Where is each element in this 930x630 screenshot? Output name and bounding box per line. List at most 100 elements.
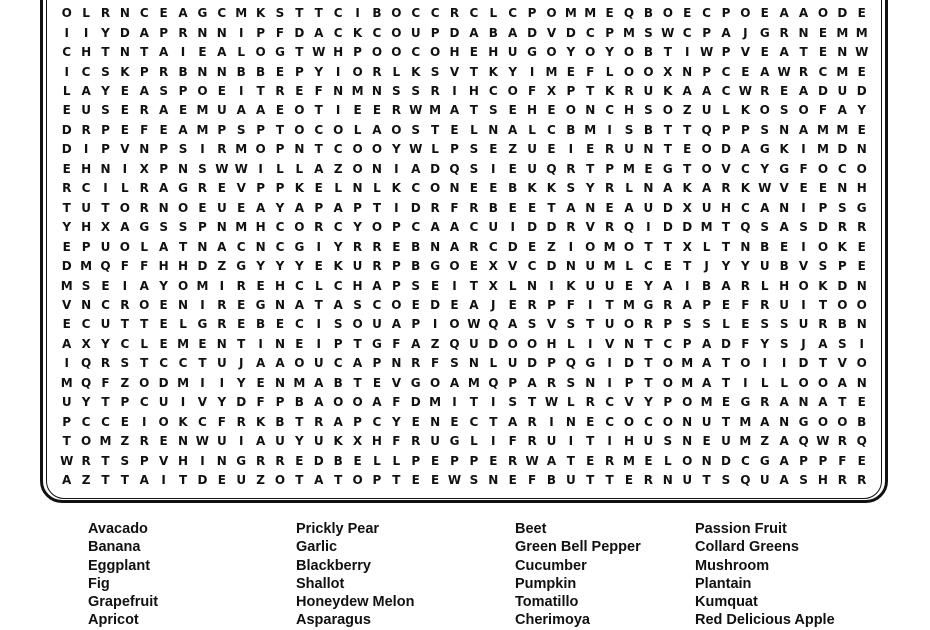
- grid-letter[interactable]: D: [430, 298, 441, 313]
- grid-letter[interactable]: D: [837, 142, 848, 157]
- grid-letter[interactable]: D: [662, 220, 673, 235]
- grid-letter[interactable]: B: [333, 453, 343, 468]
- grid-letter[interactable]: E: [62, 239, 71, 254]
- grid-letter[interactable]: C: [333, 220, 343, 235]
- grid-letter[interactable]: E: [353, 453, 362, 468]
- grid-letter[interactable]: G: [585, 356, 596, 371]
- grid-letter[interactable]: T: [101, 473, 110, 488]
- grid-letter[interactable]: E: [489, 181, 498, 196]
- grid-letter[interactable]: K: [546, 181, 557, 196]
- grid-letter[interactable]: I: [219, 278, 225, 293]
- grid-letter[interactable]: P: [256, 122, 265, 137]
- grid-letter[interactable]: M: [584, 122, 597, 137]
- grid-letter[interactable]: M: [60, 278, 73, 293]
- grid-letter[interactable]: V: [391, 375, 401, 390]
- grid-letter[interactable]: L: [760, 375, 769, 390]
- grid-letter[interactable]: L: [528, 122, 536, 137]
- grid-letter[interactable]: T: [314, 298, 323, 313]
- grid-letter[interactable]: H: [352, 278, 363, 293]
- grid-letter[interactable]: I: [335, 103, 341, 118]
- grid-letter[interactable]: N: [585, 103, 596, 118]
- grid-letter[interactable]: T: [721, 239, 731, 254]
- grid-letter[interactable]: V: [120, 142, 130, 157]
- grid-letter[interactable]: L: [140, 239, 149, 254]
- grid-letter[interactable]: U: [81, 200, 91, 215]
- grid-letter[interactable]: N: [119, 45, 130, 60]
- grid-letter[interactable]: I: [452, 395, 457, 410]
- grid-letter[interactable]: T: [469, 64, 478, 79]
- grid-letter[interactable]: D: [798, 356, 809, 371]
- grid-letter[interactable]: Z: [333, 161, 343, 176]
- grid-letter[interactable]: K: [178, 414, 188, 429]
- grid-letter[interactable]: T: [392, 473, 401, 488]
- grid-letter[interactable]: F: [256, 395, 265, 410]
- grid-letter[interactable]: A: [333, 298, 343, 313]
- grid-letter[interactable]: K: [352, 25, 363, 40]
- grid-letter[interactable]: P: [566, 84, 576, 99]
- grid-letter[interactable]: I: [238, 434, 244, 449]
- grid-letter[interactable]: C: [721, 64, 731, 79]
- grid-letter[interactable]: W: [467, 317, 481, 332]
- grid-letter[interactable]: I: [238, 25, 244, 40]
- grid-letter[interactable]: U: [313, 434, 324, 449]
- grid-letter[interactable]: E: [275, 64, 285, 79]
- grid-letter[interactable]: R: [740, 278, 750, 293]
- grid-letter[interactable]: I: [743, 375, 748, 390]
- grid-letter[interactable]: E: [857, 239, 866, 254]
- grid-letter[interactable]: U: [798, 317, 809, 332]
- grid-letter[interactable]: E: [702, 434, 711, 449]
- grid-letter[interactable]: A: [159, 103, 169, 118]
- grid-letter[interactable]: M: [816, 122, 829, 137]
- grid-letter[interactable]: O: [294, 356, 305, 371]
- grid-letter[interactable]: S: [120, 356, 130, 371]
- grid-letter[interactable]: H: [779, 278, 790, 293]
- grid-letter[interactable]: H: [255, 220, 266, 235]
- grid-letter[interactable]: N: [449, 181, 460, 196]
- grid-letter[interactable]: M: [623, 298, 635, 313]
- grid-letter[interactable]: C: [198, 414, 207, 429]
- grid-letter[interactable]: L: [353, 122, 362, 137]
- grid-letter[interactable]: S: [236, 122, 246, 137]
- grid-letter[interactable]: T: [683, 161, 692, 176]
- grid-letter[interactable]: D: [449, 25, 460, 40]
- grid-letter[interactable]: I: [646, 220, 651, 235]
- grid-letter[interactable]: T: [469, 278, 478, 293]
- grid-letter[interactable]: N: [81, 298, 92, 313]
- grid-letter[interactable]: T: [62, 434, 71, 449]
- grid-letter[interactable]: O: [662, 375, 673, 390]
- grid-letter[interactable]: A: [818, 336, 828, 351]
- grid-letter[interactable]: G: [236, 259, 247, 274]
- grid-letter[interactable]: E: [159, 6, 168, 21]
- grid-letter[interactable]: R: [139, 200, 149, 215]
- grid-letter[interactable]: B: [256, 317, 266, 332]
- grid-letter[interactable]: X: [682, 200, 692, 215]
- grid-letter[interactable]: T: [469, 103, 478, 118]
- grid-letter[interactable]: R: [81, 453, 91, 468]
- grid-letter[interactable]: O: [352, 317, 363, 332]
- grid-letter[interactable]: O: [623, 239, 635, 254]
- grid-letter[interactable]: E: [295, 84, 304, 99]
- grid-letter[interactable]: P: [740, 122, 750, 137]
- grid-letter[interactable]: Y: [644, 278, 653, 293]
- grid-letter[interactable]: A: [818, 395, 828, 410]
- grid-letter[interactable]: U: [624, 142, 634, 157]
- grid-letter[interactable]: C: [217, 6, 227, 21]
- grid-letter[interactable]: A: [255, 103, 266, 118]
- grid-letter[interactable]: U: [682, 473, 693, 488]
- grid-letter[interactable]: I: [801, 239, 806, 254]
- grid-letter[interactable]: J: [801, 336, 806, 351]
- grid-letter[interactable]: P: [62, 414, 72, 429]
- grid-letter[interactable]: A: [314, 395, 324, 410]
- grid-letter[interactable]: C: [469, 414, 479, 429]
- grid-letter[interactable]: K: [604, 84, 615, 99]
- grid-letter[interactable]: E: [217, 473, 226, 488]
- grid-letter[interactable]: F: [450, 200, 459, 215]
- grid-letter[interactable]: U: [565, 473, 576, 488]
- grid-letter[interactable]: R: [469, 200, 479, 215]
- grid-letter[interactable]: A: [663, 181, 673, 196]
- grid-letter[interactable]: A: [217, 45, 227, 60]
- grid-letter[interactable]: Q: [100, 259, 111, 274]
- grid-letter[interactable]: T: [295, 45, 304, 60]
- grid-letter[interactable]: R: [527, 298, 537, 313]
- grid-letter[interactable]: A: [779, 395, 789, 410]
